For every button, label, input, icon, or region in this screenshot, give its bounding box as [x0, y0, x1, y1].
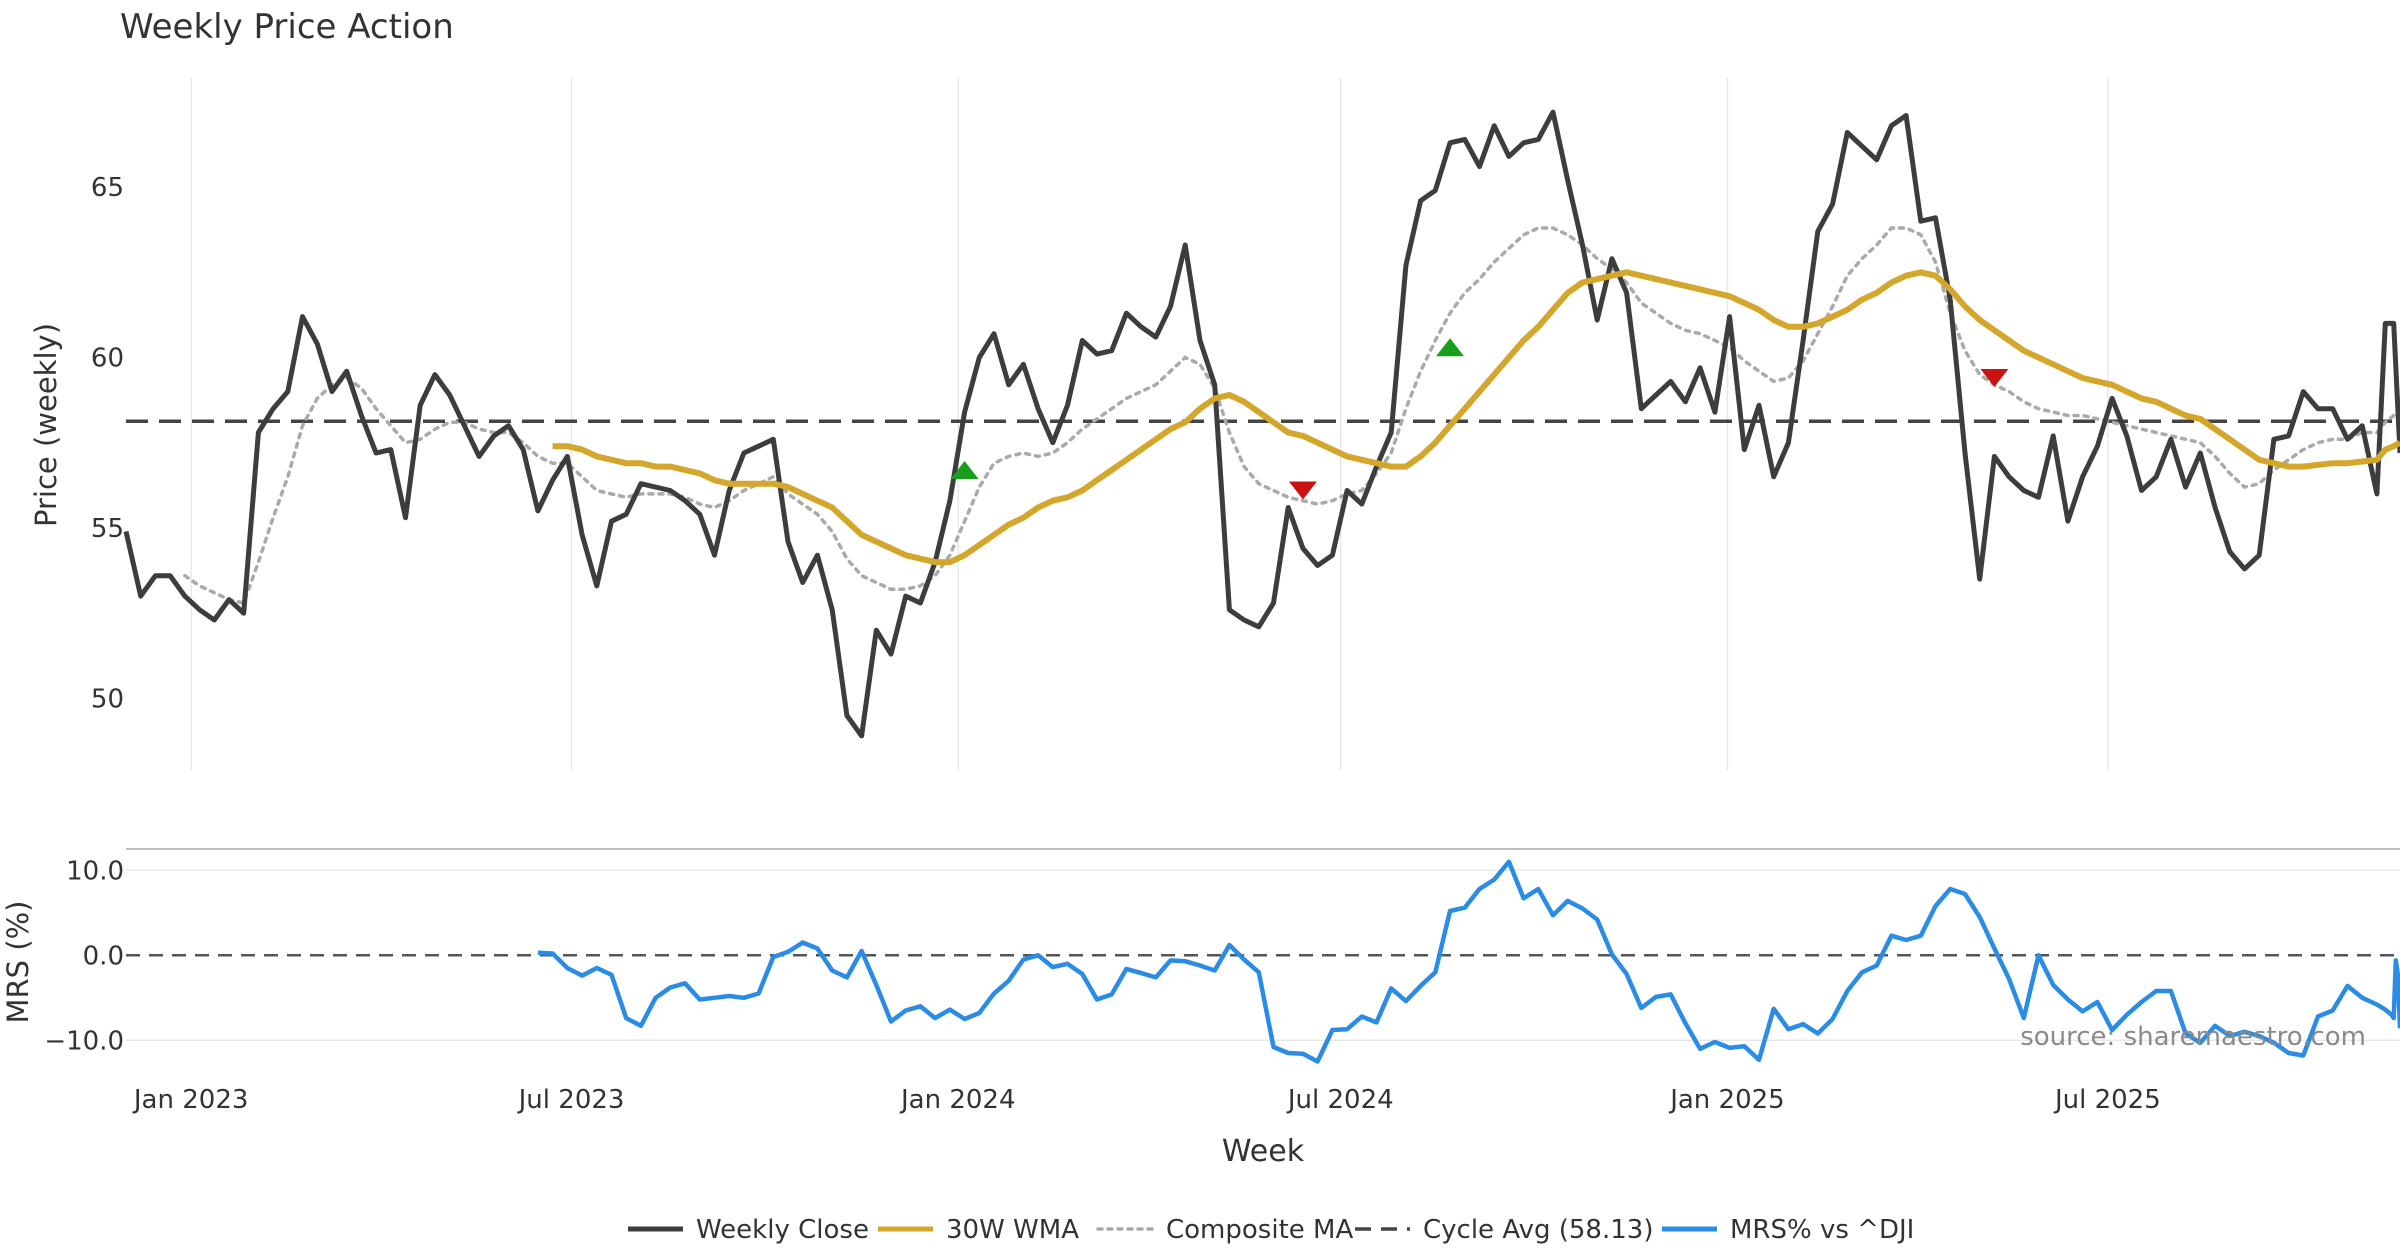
- price-y-tick-label: 65: [91, 173, 124, 203]
- chart-title: Weekly Price Action: [120, 7, 454, 47]
- sell-signal-marker: [1288, 481, 1317, 500]
- x-tick-label: Jan 2024: [899, 1085, 1016, 1115]
- mrs-panel: 10.0 0.0 −10.0 MRS (%) source: sharemaestr…: [1, 848, 2400, 1064]
- x-tick-label: Jul 2024: [1286, 1085, 1394, 1115]
- composite-ma-line: [183, 226, 2400, 606]
- mrs-y-ticks: 10.0 0.0 −10.0: [44, 856, 124, 1056]
- legend-label-wma: 30W WMA: [946, 1215, 1079, 1245]
- signal-markers: [950, 338, 2009, 500]
- weekly-close-line: [123, 109, 2400, 739]
- x-tick-label: Jan 2023: [132, 1085, 249, 1115]
- x-axis-ticks: Jan 2023 Jul 2023 Jan 2024 Jul 2024 Jan 2025…: [132, 1085, 2161, 1115]
- x-tick-label: Jan 2025: [1668, 1085, 1785, 1115]
- mrs-y-tick-label: 10.0: [66, 856, 124, 886]
- legend-label-mrs: MRS% vs ^DJI: [1730, 1215, 1914, 1245]
- legend-label-cycle: Cycle Avg (58.13): [1423, 1215, 1653, 1245]
- buy-signal-marker: [950, 461, 979, 480]
- sell-signal-marker: [1980, 368, 2009, 387]
- legend: Weekly Close 30W WMA Composite MA Cycle Avg…: [628, 1215, 1914, 1245]
- price-y-axis-label: Price (weekly): [29, 323, 63, 527]
- mrs-y-tick-label: −10.0: [44, 1026, 124, 1056]
- price-y-tick-label: 60: [91, 344, 124, 374]
- price-y-ticks: 50 55 60 65: [91, 173, 124, 714]
- mrs-line: [537, 859, 2400, 1064]
- mrs-grid: [126, 869, 2400, 1041]
- price-grid: [190, 78, 2109, 770]
- wma-30w-line: [552, 269, 2400, 566]
- mrs-y-tick-label: 0.0: [83, 941, 124, 971]
- legend-label-composite: Composite MA: [1166, 1215, 1353, 1245]
- buy-signal-marker: [1436, 338, 1465, 357]
- x-axis-label: Week: [1222, 1134, 1305, 1169]
- price-y-tick-label: 50: [91, 684, 124, 714]
- mrs-y-axis-label: MRS (%): [1, 901, 35, 1024]
- legend-label-close: Weekly Close: [696, 1215, 869, 1245]
- source-note: source: sharemaestro.com: [2020, 1022, 2366, 1052]
- price-panel: 50 55 60 65 Price (weekly): [29, 78, 2400, 770]
- x-tick-label: Jul 2023: [517, 1085, 625, 1115]
- price-y-tick-label: 55: [91, 514, 124, 544]
- x-tick-label: Jul 2025: [2053, 1085, 2161, 1115]
